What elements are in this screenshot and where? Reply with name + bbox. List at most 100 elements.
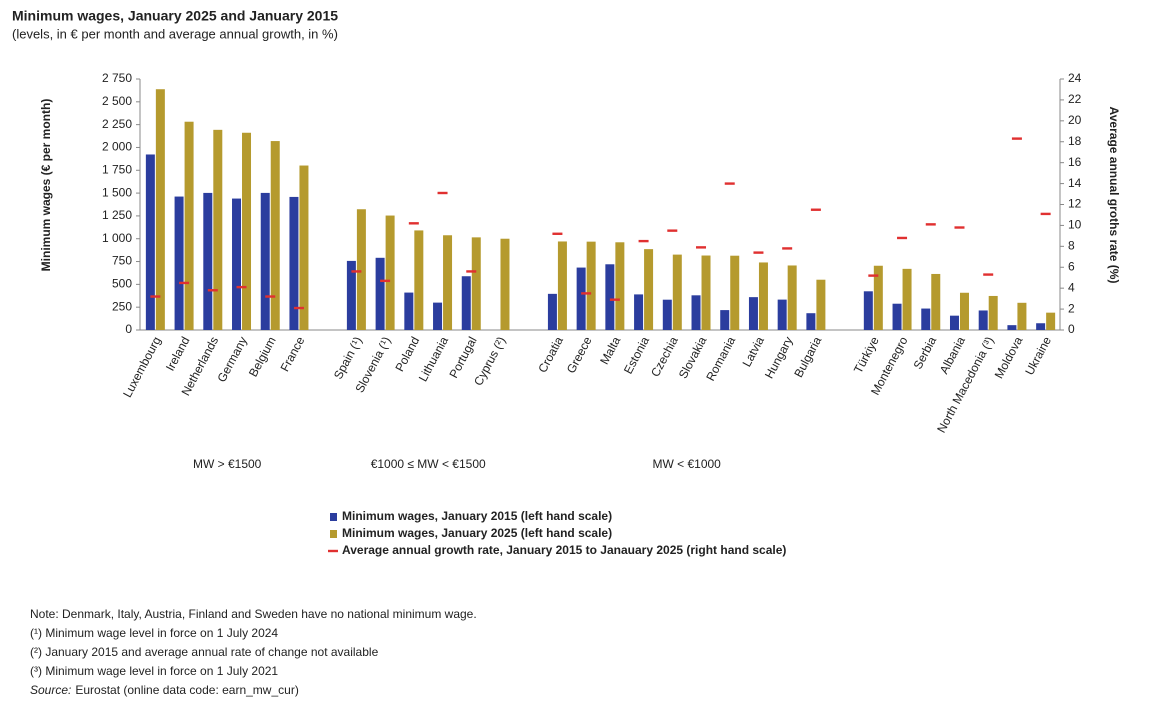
x-tick-label: North Macedonia (³) [934,334,996,435]
bar [289,196,299,330]
x-tick-label: Greece [564,334,595,376]
bar [346,260,356,330]
growth-marker [179,281,190,285]
growth-marker [437,191,448,195]
bar [701,255,711,330]
growth-marker [925,223,936,226]
growth-marker [753,251,764,254]
growth-marker [983,273,994,276]
bar [299,165,309,330]
chart-subtitle: (levels, in € per month and average annu… [12,26,338,41]
bar [557,241,567,330]
growth-marker [150,295,161,298]
growth-marker [609,298,620,301]
bar [902,268,912,330]
bar [634,294,644,330]
y2-axis-title: Average annual groths rate (%) [1107,107,1121,284]
group-label: €1000 ≤ MW < €1500 [371,457,486,471]
bar [461,276,471,330]
bar [260,192,270,330]
bar [758,262,768,330]
legend-label: Minimum wages, January 2025 (left hand s… [342,526,612,540]
bar [787,265,797,330]
note: (²) January 2015 and average annual rate… [30,645,379,659]
legend-label: Average annual growth rate, January 2015… [342,543,786,557]
y-tick-label: 1 750 [102,162,132,176]
bar [662,299,672,330]
bar [931,273,941,330]
bar [145,154,155,330]
x-tick-label: Ireland [163,334,193,373]
legend-label: Minimum wages, January 2015 (left hand s… [342,509,612,523]
y-tick-label: 250 [112,299,132,313]
x-tick-label: Ukraine [1022,334,1054,377]
y2-tick-label: 18 [1068,134,1082,148]
y2-tick-label: 8 [1068,239,1075,253]
group-label: MW < €1000 [652,457,721,471]
y2-tick-label: 2 [1068,301,1075,315]
y2-tick-label: 4 [1068,280,1075,294]
bar [605,264,615,330]
y2-tick-label: 0 [1068,322,1075,336]
bar [414,230,424,330]
growth-marker [1011,137,1022,140]
bar [500,238,510,330]
bar [213,129,223,330]
source-label: Source: [30,683,71,697]
bar [1036,323,1046,330]
growth-marker [810,208,821,211]
bar [232,198,242,330]
y2-tick-label: 22 [1068,92,1082,106]
growth-marker [782,247,793,250]
bar [1046,312,1056,330]
growth-marker [408,222,419,225]
x-tick-label: Serbia [911,334,940,371]
note: (³) Minimum wage level in force on 1 Jul… [30,664,278,678]
growth-marker [466,270,477,273]
x-tick-label: Estonia [621,334,652,376]
bar [863,291,873,330]
note: (¹) Minimum wage level in force on 1 Jul… [30,626,278,640]
bar [777,299,787,330]
bar [270,141,280,330]
bar [672,254,682,330]
y2-tick-label: 24 [1068,71,1082,85]
growth-marker [380,279,391,283]
bar [644,249,654,330]
y-axis-title: Minimum wages (€ per month) [39,99,53,272]
bar [242,132,252,330]
legend-swatch [330,513,337,521]
y-tick-label: 500 [112,277,132,291]
note: Note: Denmark, Italy, Austria, Finland a… [30,607,477,621]
bar [892,303,902,330]
y-tick-label: 2 500 [102,94,132,108]
bar [959,292,969,330]
bar [691,295,701,330]
bar [203,192,213,330]
x-tick-label: Bulgaria [791,334,824,380]
bar [978,310,988,330]
y-tick-label: 2 000 [102,140,132,154]
source: Eurostat (online data code: earn_mw_cur) [75,683,298,697]
group-label: MW > €1500 [193,457,262,471]
bar [921,308,931,330]
bar [404,292,414,330]
x-tick-label: Latvia [740,334,768,369]
x-tick-label: Croatia [535,334,566,375]
growth-marker [552,232,563,235]
growth-marker [581,292,592,295]
y-tick-label: 1 000 [102,231,132,245]
x-tick-label: Poland [392,334,422,374]
y2-tick-label: 14 [1068,176,1082,190]
bar [586,241,596,330]
y-tick-label: 750 [112,254,132,268]
bar [873,265,883,330]
growth-marker [724,182,735,185]
growth-marker [236,285,247,289]
x-tick-label: Belgium [246,334,279,379]
bar [433,302,443,330]
bar [155,89,165,331]
y-tick-label: 1 250 [102,208,132,222]
growth-marker [897,236,908,240]
